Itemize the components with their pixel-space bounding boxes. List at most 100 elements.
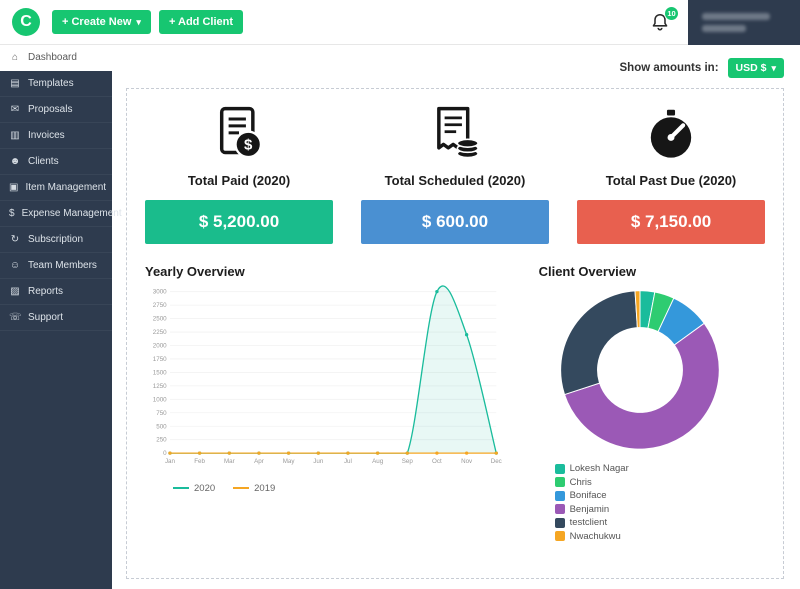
- stat-card-total-scheduled-2020-: Total Scheduled (2020) $ 600.00: [361, 103, 549, 244]
- show-amounts-label: Show amounts in:: [619, 62, 719, 74]
- main-content: Show amounts in: USD $ ▾ $ Total Paid (20…: [112, 45, 800, 589]
- legend-label: Boniface: [569, 490, 607, 501]
- clients-icon: ☻: [9, 156, 21, 167]
- sidebar-item-expense-management[interactable]: $ Expense Management: [0, 201, 122, 227]
- legend-swatch: [554, 463, 565, 474]
- svg-text:3000: 3000: [153, 289, 167, 296]
- bell-icon: [652, 13, 668, 31]
- svg-text:Jul: Jul: [344, 458, 352, 465]
- legend-swatch: [554, 531, 565, 541]
- yearly-overview-title: Yearly Overview: [145, 264, 245, 279]
- dashboard-icon: ⌂: [11, 52, 19, 63]
- user-role-redacted: [702, 25, 746, 32]
- user-menu[interactable]: [688, 0, 800, 45]
- sidebar-item-item-management[interactable]: ▣ Item Management: [0, 175, 112, 201]
- stat-amount-box: $ 600.00: [361, 200, 549, 244]
- legend-benjamin[interactable]: Benjamin: [554, 504, 765, 515]
- svg-text:2250: 2250: [153, 329, 167, 336]
- invoice-dollar-icon: $: [145, 103, 333, 165]
- sidebar-item-support[interactable]: ☏ Support: [0, 305, 112, 331]
- svg-text:Nov: Nov: [461, 458, 473, 465]
- sidebar-item-templates[interactable]: ▤ Templates: [0, 71, 112, 97]
- svg-text:Aug: Aug: [372, 458, 384, 465]
- charts-row: Yearly Overview 0 250 500 750 1000 1250 1500 17…: [145, 264, 765, 544]
- legend-label: Nwachukwu: [569, 530, 621, 542]
- stat-label: Total Past Due (2020): [605, 173, 737, 188]
- notifications-button[interactable]: 10: [650, 6, 679, 34]
- legend-2019[interactable]: 2019: [233, 483, 275, 494]
- yearly-overview-chart: 0 250 500 750 1000 1250 1500 1750 2000 2250 2500 27…: [145, 285, 505, 478]
- receipt-coins-icon: [361, 103, 549, 165]
- legend-label: 2019: [254, 482, 276, 494]
- sidebar-item-team-members[interactable]: ☺ Team Members: [0, 253, 112, 279]
- svg-text:Jun: Jun: [313, 458, 324, 465]
- caret-down-icon: ▾: [771, 62, 776, 73]
- legend-swatch: [554, 517, 565, 528]
- svg-text:1000: 1000: [153, 396, 167, 403]
- stat-card-total-past-due-2020-: Total Past Due (2020) $ 7,150.00: [577, 103, 765, 244]
- dashboard-panel: $ Total Paid (2020) $ 5,200.00 Total Schedu…: [126, 88, 784, 579]
- sidebar-item-reports[interactable]: ▨ Reports: [0, 279, 112, 305]
- svg-text:Oct: Oct: [432, 458, 442, 465]
- yearly-overview-legend: 2020 2019: [173, 480, 505, 496]
- sidebar-item-label: Dashboard: [28, 52, 77, 63]
- svg-text:Dec: Dec: [491, 458, 502, 465]
- sidebar-item-proposals[interactable]: ✉ Proposals: [0, 97, 112, 123]
- legend-chris[interactable]: Chris: [554, 476, 765, 488]
- add-client-button[interactable]: + Add Client: [158, 10, 244, 34]
- sidebar-item-label: Item Management: [25, 182, 107, 193]
- svg-text:Feb: Feb: [194, 458, 205, 465]
- svg-text:Mar: Mar: [224, 458, 235, 465]
- svg-text:May: May: [283, 458, 296, 465]
- svg-text:1750: 1750: [153, 356, 167, 363]
- team-members-icon: ☺: [9, 260, 21, 271]
- proposals-icon: ✉: [10, 104, 20, 115]
- svg-text:2750: 2750: [153, 302, 167, 309]
- caret-down-icon: ▾: [136, 16, 141, 27]
- legend-swatch: [554, 490, 565, 501]
- svg-text:2000: 2000: [153, 343, 167, 350]
- legend-label: Chris: [569, 476, 592, 488]
- svg-text:Jan: Jan: [165, 458, 176, 465]
- legend-2020[interactable]: 2020: [173, 483, 215, 494]
- legend-nwachukwu[interactable]: Nwachukwu: [554, 530, 765, 542]
- add-client-label: + Add Client: [168, 16, 234, 28]
- legend-lokesh-nagar[interactable]: Lokesh Nagar: [554, 463, 765, 474]
- stat-amount-box: $ 5,200.00: [145, 200, 333, 244]
- gauge-icon: [577, 103, 765, 165]
- create-new-button[interactable]: + Create New ▾: [52, 10, 151, 34]
- currency-row: Show amounts in: USD $ ▾: [126, 55, 784, 81]
- sidebar-item-label: Proposals: [28, 104, 73, 115]
- currency-value: USD $: [735, 62, 767, 74]
- client-overview-legend: Lokesh Nagar Chris Boniface Benjamin testcli…: [554, 463, 765, 542]
- legend-swatch: [173, 487, 189, 490]
- sidebar-item-label: Reports: [28, 286, 64, 297]
- notification-badge: 10: [664, 6, 679, 21]
- invoices-icon: ▥: [10, 130, 20, 141]
- sidebar-item-invoices[interactable]: ▥ Invoices: [0, 123, 112, 149]
- stat-label: Total Scheduled (2020): [384, 173, 526, 188]
- sidebar-item-clients[interactable]: ☻ Clients: [0, 149, 112, 175]
- sidebar-item-label: Expense Management: [21, 208, 122, 219]
- svg-text:Apr: Apr: [254, 458, 264, 465]
- expense-management-icon: $: [9, 208, 15, 219]
- legend-boniface[interactable]: Boniface: [554, 490, 765, 501]
- legend-testclient[interactable]: testclient: [554, 517, 765, 528]
- create-new-label: + Create New: [62, 16, 132, 28]
- svg-text:0: 0: [163, 450, 167, 457]
- svg-text:$: $: [244, 137, 253, 154]
- sidebar-item-subscription[interactable]: ↻ Subscription: [0, 227, 112, 253]
- svg-text:2500: 2500: [153, 316, 167, 323]
- sidebar-item-dashboard[interactable]: ⌂ Dashboard: [0, 45, 112, 71]
- legend-label: 2020: [194, 482, 216, 494]
- stats-row: $ Total Paid (2020) $ 5,200.00 Total Schedu…: [145, 103, 765, 244]
- subscription-icon: ↻: [10, 234, 20, 245]
- sidebar-menu: ⌂ Dashboard ▤ Templates ✉ Proposals ▥ Invoices ☻…: [0, 45, 122, 589]
- item-management-icon: ▣: [9, 182, 19, 193]
- app-logo[interactable]: C: [12, 8, 40, 36]
- legend-swatch: [554, 477, 565, 487]
- support-icon: ☏: [9, 312, 22, 323]
- templates-icon: ▤: [10, 78, 20, 89]
- currency-selector[interactable]: USD $ ▾: [727, 58, 784, 78]
- legend-label: Lokesh Nagar: [569, 463, 629, 474]
